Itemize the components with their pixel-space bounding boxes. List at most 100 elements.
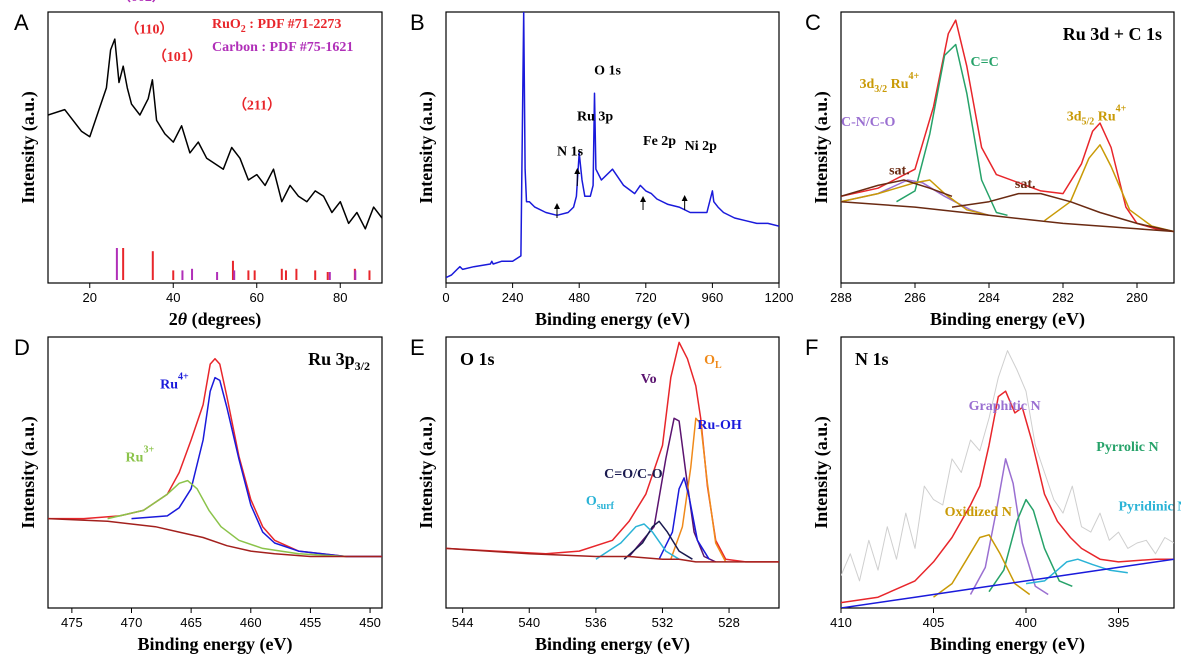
series-vo xyxy=(628,417,717,563)
legend-entry: RuO2 : PDF #71-2273 xyxy=(212,17,341,35)
arrow-head xyxy=(640,196,647,202)
x-tick-label: 532 xyxy=(652,615,674,630)
plot-frame xyxy=(840,336,1175,609)
annotation-label: （101） xyxy=(153,49,202,65)
plot-area xyxy=(48,38,382,280)
panel-title: O 1s xyxy=(460,349,495,369)
annotation-label: O 1s xyxy=(594,63,621,78)
legend-entry: Carbon : PDF #75-1621 xyxy=(212,40,353,55)
annotation-label: 3d5/2 Ru4+ xyxy=(1067,103,1127,127)
plot-frame xyxy=(445,336,780,609)
panel-a: A 20 40 60 80 2θ (degrees) Intensity (a.u.) RuO… xyxy=(14,0,383,330)
x-tick-label: 288 xyxy=(830,290,852,305)
y-axis-label: Intensity (a.u.) xyxy=(416,416,437,529)
annotation-label: Ni 2p xyxy=(685,139,718,154)
x-axis-label: Binding energy (eV) xyxy=(930,634,1085,655)
panel-c: C 288 286 284 282 280 Binding energy (eV) Inten… xyxy=(805,10,1175,330)
series-background xyxy=(48,517,382,558)
x-tick-label: 1200 xyxy=(765,290,794,305)
plot-frame xyxy=(47,11,383,284)
x-tick-label: 480 xyxy=(568,290,590,305)
panel-letter: B xyxy=(410,10,425,35)
annotation-label: （002） xyxy=(117,0,166,5)
x-tick-label: 465 xyxy=(180,615,202,630)
x-tick-label: 720 xyxy=(635,290,657,305)
plot-area xyxy=(48,357,382,558)
x-tick-label: 286 xyxy=(904,290,926,305)
annotation-label: Ru3+ xyxy=(126,445,155,466)
panel-letter: E xyxy=(410,335,425,360)
x-tick-label: 450 xyxy=(359,615,381,630)
x-tick-label: 282 xyxy=(1052,290,1074,305)
annotation-label: （211） xyxy=(233,98,281,114)
plot-area xyxy=(841,350,1174,608)
panel-title: N 1s xyxy=(855,349,889,369)
x-tick-label: 528 xyxy=(718,615,740,630)
y-axis-label: Intensity (a.u.) xyxy=(416,91,437,204)
series-background xyxy=(841,200,1174,233)
series-survey xyxy=(446,12,779,279)
arrow-head xyxy=(681,195,688,201)
annotation-label: 3d3/2 Ru4+ xyxy=(860,71,920,95)
series-background xyxy=(841,558,1174,608)
plot-area xyxy=(446,12,779,279)
panel-letter: A xyxy=(14,10,29,35)
series-ru4- xyxy=(131,376,382,558)
x-tick-label: 284 xyxy=(978,290,1000,305)
x-tick-label: 410 xyxy=(830,615,852,630)
annotation-label: C=O/C-O xyxy=(604,467,663,482)
arrow-head xyxy=(554,203,560,209)
annotation-label: C=C xyxy=(971,55,999,70)
panel-e: E 544 540 536 532 528 Binding energy (eV) Inten… xyxy=(410,335,780,655)
panel-letter: F xyxy=(805,335,818,360)
x-tick-label: 455 xyxy=(300,615,322,630)
series-pyrrolic-n xyxy=(988,498,1073,593)
series-envelope xyxy=(841,390,1174,604)
y-axis-label: Intensity (a.u.) xyxy=(18,416,39,529)
x-tick-label: 395 xyxy=(1108,615,1130,630)
x-tick-label: 470 xyxy=(121,615,143,630)
x-tick-label: 280 xyxy=(1126,290,1148,305)
annotation-label: Oxidized N xyxy=(945,505,1012,520)
x-tick-label: 60 xyxy=(250,290,264,305)
y-axis-label: Intensity (a.u.) xyxy=(811,416,832,529)
plot-frame xyxy=(47,336,383,609)
x-axis-label: 2θ (degrees) xyxy=(169,309,261,330)
annotation-label: Pyrrolic N xyxy=(1096,440,1158,455)
series-c-o-c-o xyxy=(623,520,693,560)
annotation-label: Ru 3d+C 1s xyxy=(524,0,595,2)
y-axis-label: Intensity (a.u.) xyxy=(811,91,832,204)
panel-title: Ru 3d + C 1s xyxy=(1063,24,1162,44)
annotation-label: Vo xyxy=(641,372,657,387)
x-axis-label: Binding energy (eV) xyxy=(535,634,690,655)
arrow-head xyxy=(574,168,581,174)
series-sat-286-3- xyxy=(841,179,953,198)
annotation-label: Graphitic N xyxy=(969,399,1041,414)
annotation-label: C-N/C-O xyxy=(841,115,896,130)
series-3d3-2-ru4- xyxy=(841,179,990,217)
series-ru3- xyxy=(107,479,347,558)
x-tick-label: 40 xyxy=(166,290,180,305)
annotation-label: N 1s xyxy=(557,145,584,160)
panel-b: B 0 240 480 720 960 1200 Binding energy (eV) Int… xyxy=(410,0,793,330)
panel-title: Ru 3p3/2 xyxy=(308,349,370,373)
series-3d5-2-ru4- xyxy=(1044,144,1174,233)
annotation-label: Osurf xyxy=(586,494,615,512)
x-tick-label: 20 xyxy=(83,290,97,305)
annotation-label: sat. xyxy=(1015,177,1036,192)
plot-area xyxy=(446,341,779,563)
plot-frame xyxy=(840,11,1175,284)
annotation-label: （110） xyxy=(125,22,173,38)
plot-frame xyxy=(445,11,780,284)
series-ru-oh xyxy=(658,477,710,560)
x-axis-label: Binding energy (eV) xyxy=(138,634,293,655)
x-tick-label: 475 xyxy=(61,615,83,630)
x-tick-label: 460 xyxy=(240,615,262,630)
annotation-label: Fe 2p xyxy=(643,134,676,149)
annotation-label: Pyridinic N xyxy=(1119,499,1181,514)
panel-f: F 410 405 400 395 Binding energy (eV) Intensit… xyxy=(805,335,1181,655)
series-sat-283- xyxy=(951,192,1174,233)
annotation-label: Ru 3p xyxy=(577,109,613,124)
x-tick-label: 405 xyxy=(923,615,945,630)
